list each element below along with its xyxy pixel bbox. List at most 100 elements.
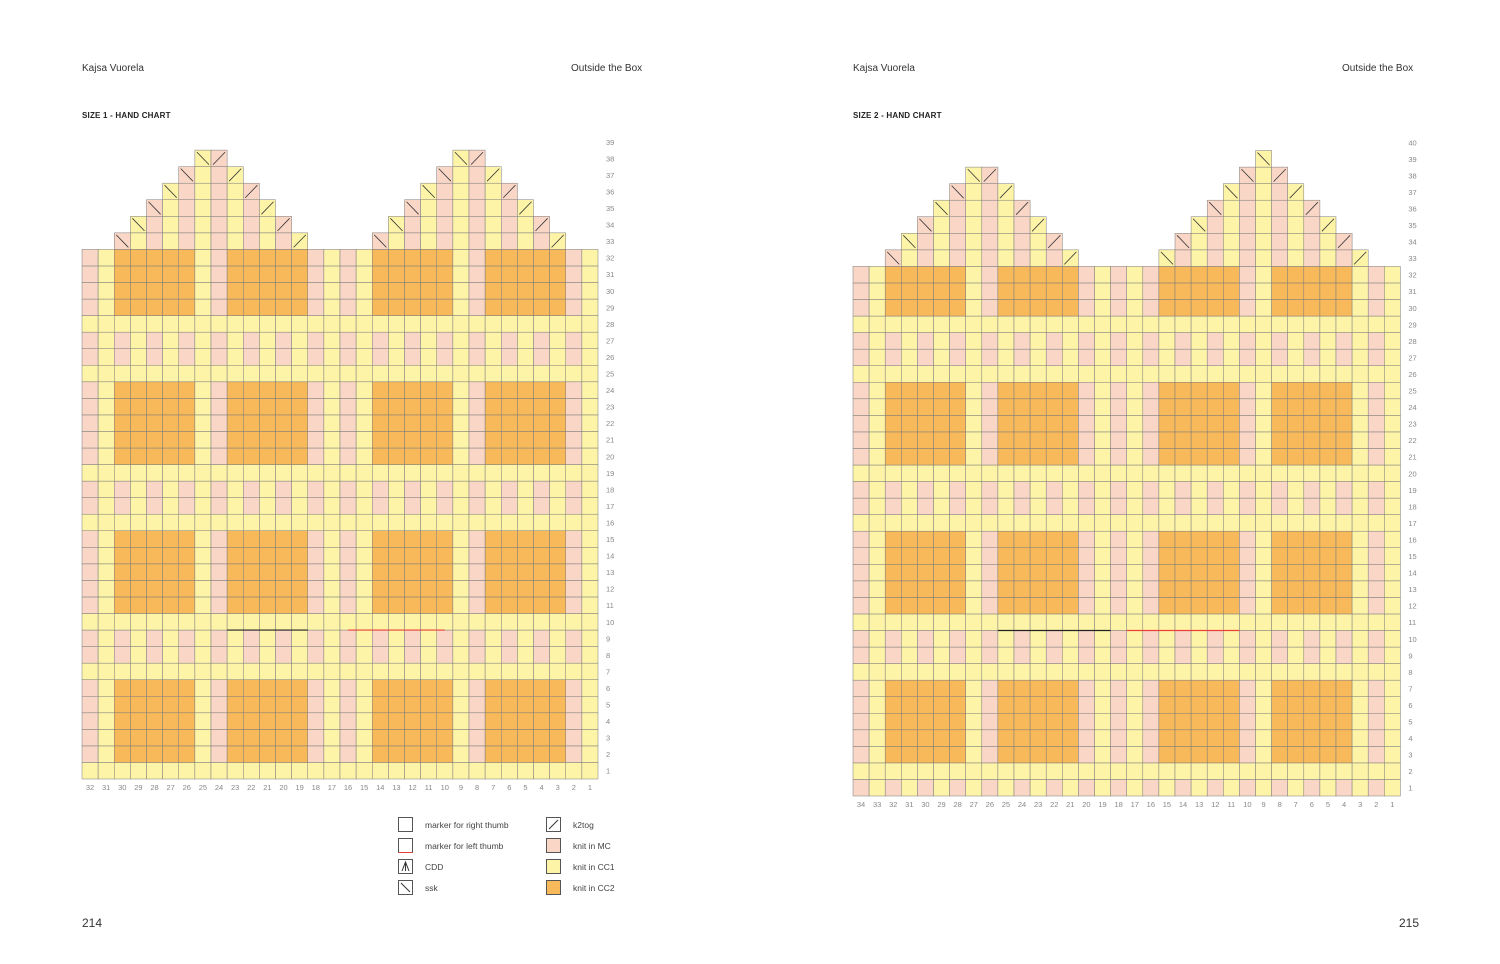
stitch-cc1	[517, 513, 534, 532]
stitch-cc1	[997, 315, 1015, 333]
stitch-cc2	[901, 382, 918, 400]
stitch-cc1	[1190, 779, 1208, 797]
stitch-cc2	[933, 729, 950, 747]
stitch-mc	[1142, 431, 1160, 449]
stitch-cc2	[1335, 547, 1353, 565]
stitch-cc2	[1029, 597, 1047, 615]
stitch-cc1	[965, 464, 983, 482]
stitch-cc2	[178, 249, 196, 267]
stitch-cc2	[933, 282, 950, 300]
stitch-cc1	[1303, 315, 1321, 333]
stitch-mc	[852, 729, 870, 747]
stitch-cc1	[1158, 663, 1176, 681]
stitch-cc1	[1094, 547, 1111, 565]
stitch-mc	[339, 348, 357, 366]
stitch-cc1	[146, 464, 163, 482]
stitch-cc2	[517, 696, 534, 714]
stitch-cc1	[1287, 199, 1305, 217]
stitch-cc2	[275, 745, 292, 763]
stitch-cc2	[243, 282, 260, 300]
stitch-cc2	[933, 679, 950, 697]
stitch-mc	[1271, 216, 1288, 234]
stitch-cc1	[243, 513, 260, 532]
stitch-cc2	[420, 447, 437, 465]
stitch-mc	[339, 629, 357, 647]
row-number: 8	[606, 651, 610, 660]
column-number: 12	[1211, 800, 1219, 809]
stitch-mc	[1045, 779, 1063, 797]
stitch-cc1	[1384, 580, 1401, 598]
stitch-cc1	[1174, 365, 1192, 383]
stitch-mc	[1078, 630, 1095, 648]
stitch-cc1	[323, 365, 341, 383]
stitch-cc1	[997, 497, 1015, 515]
stitch-mc	[243, 480, 260, 498]
stitch-cc2	[501, 282, 518, 300]
stitch-cc2	[997, 415, 1015, 433]
stitch-cc2	[1158, 679, 1176, 697]
stitch-cc2	[533, 547, 550, 565]
stitch-mc	[917, 249, 934, 267]
stitch-cc1	[436, 315, 454, 333]
stitch-mc	[1206, 233, 1224, 251]
stitch-cc1	[1255, 729, 1272, 747]
stitch-cc1	[1255, 646, 1272, 664]
stitch-cc1	[162, 629, 179, 647]
stitch-mc	[1303, 249, 1321, 267]
stitch-cc1	[468, 464, 486, 482]
stitch-cc2	[917, 580, 934, 598]
stitch-mc	[468, 216, 486, 234]
stitch-cc1	[484, 480, 502, 498]
stitch-cc2	[549, 580, 566, 598]
stitch-cc1	[1255, 332, 1272, 350]
stitch-mc	[468, 166, 486, 184]
stitch-cc1	[1158, 762, 1176, 780]
stitch-mc	[210, 166, 228, 184]
stitch-mc	[178, 182, 196, 200]
stitch-cc1	[1287, 779, 1305, 797]
stitch-cc2	[1190, 679, 1208, 697]
stitch-cc1	[323, 431, 341, 449]
stitch-cc1	[1223, 646, 1240, 664]
stitch-cc2	[484, 414, 502, 432]
stitch-mc	[210, 182, 228, 200]
stitch-mc	[307, 679, 325, 697]
stitch-mc	[1013, 249, 1031, 267]
stitch-cc1	[581, 480, 599, 498]
stitch-mc	[468, 199, 486, 217]
stitch-mc	[146, 497, 163, 515]
stitch-mc	[1045, 646, 1063, 664]
stitch-cc2	[1287, 415, 1305, 433]
stitch-cc2	[146, 679, 163, 697]
stitch-cc2	[1206, 448, 1224, 466]
stitch-cc2	[1303, 729, 1321, 747]
stitch-cc1	[243, 464, 260, 482]
stitch-mc	[146, 348, 163, 366]
stitch-cc1	[243, 662, 260, 680]
stitch-cc2	[501, 414, 518, 432]
stitch-cc1	[1223, 249, 1240, 267]
stitch-cc1	[178, 762, 196, 780]
stitch-mc	[339, 596, 357, 614]
stitch-mc	[565, 381, 583, 399]
stitch-cc1	[1078, 315, 1095, 333]
stitch-cc1	[388, 365, 405, 383]
stitch-mc	[1110, 597, 1127, 615]
stitch-cc1	[226, 497, 244, 515]
column-number: 18	[312, 783, 320, 792]
stitch-cc2	[1223, 564, 1240, 582]
stitch-cc2	[501, 265, 518, 283]
stitch-cc2	[243, 381, 260, 399]
column-number: 29	[937, 800, 945, 809]
column-number: 28	[150, 783, 158, 792]
book-title: Outside the Box	[571, 63, 643, 74]
stitch-cc1	[1094, 746, 1111, 764]
stitch-cc1	[1094, 530, 1111, 549]
stitch-cc2	[1271, 679, 1288, 697]
stitch-cc2	[1287, 282, 1305, 300]
stitch-cc1	[484, 232, 502, 250]
stitch-cc2	[436, 563, 454, 581]
stitch-cc1	[178, 662, 196, 680]
stitch-cc1	[868, 547, 886, 565]
stitch-cc1	[130, 331, 147, 349]
